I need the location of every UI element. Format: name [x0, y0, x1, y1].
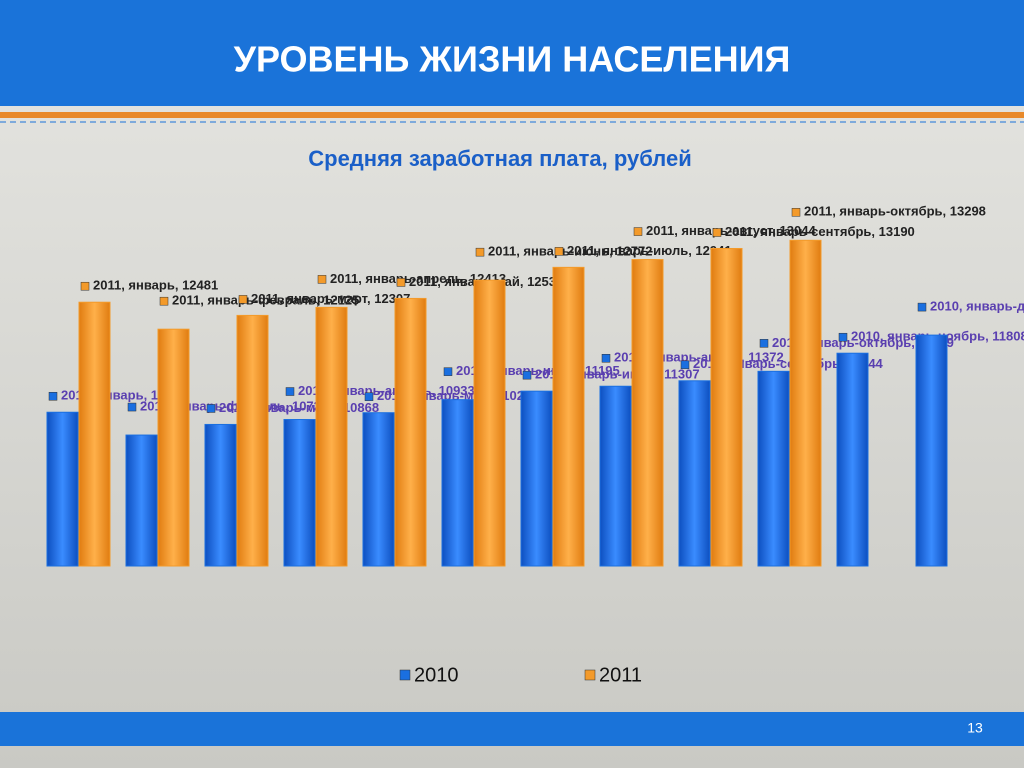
data-label: 2010, январь-декабрь, 12047 [930, 299, 1024, 314]
label-marker [838, 332, 848, 342]
label-marker [680, 360, 690, 370]
label-marker [364, 392, 374, 401]
bar [157, 328, 190, 567]
data-label: 2011, январь-июнь, 12772 [488, 244, 653, 259]
page-number: 13 [967, 720, 983, 736]
label-marker [475, 247, 485, 257]
data-label: 2011, январь-июль, 12941 [567, 243, 732, 258]
bar [599, 385, 632, 567]
bar [362, 412, 395, 567]
bar [678, 380, 711, 567]
bar [283, 419, 316, 567]
bar [552, 266, 585, 567]
legend-marker [399, 669, 411, 681]
header-stripe [0, 112, 1024, 118]
bar [125, 434, 158, 567]
label-marker [238, 295, 248, 304]
bar [631, 259, 664, 567]
label-marker [159, 296, 169, 306]
legend-label: 2010 [414, 664, 459, 686]
data-label: 2011, январь-август, 13044 [646, 223, 816, 238]
footer-band [0, 712, 1024, 746]
bar [710, 247, 743, 567]
data-label: 2011, январь, 12481 [93, 278, 218, 293]
bar [915, 334, 948, 567]
data-label: 2011, январь-октябрь, 13298 [804, 204, 986, 219]
bar [236, 314, 269, 567]
label-marker [601, 354, 611, 363]
legend-marker [584, 669, 596, 681]
label-marker [317, 275, 327, 284]
label-marker [396, 278, 406, 287]
bar [441, 399, 474, 567]
bar [757, 370, 790, 567]
bar [315, 306, 348, 567]
bar [78, 301, 111, 567]
bar [473, 279, 506, 567]
data-label: 2011, январь-сентябрь, 13190 [725, 224, 915, 239]
label-marker [48, 391, 58, 401]
data-label: 2011, январь-февраль, 12125 [172, 293, 359, 308]
label-marker [443, 367, 453, 376]
label-marker [80, 281, 90, 291]
chart-title: Средняя заработная плата, рублей [308, 146, 692, 171]
bar [836, 352, 869, 567]
label-marker [633, 227, 643, 236]
label-marker [554, 247, 564, 256]
slide-title: УРОВЕНЬ ЖИЗНИ НАСЕЛЕНИЯ [234, 39, 791, 80]
data-label: 2011, январь-март, 12307 [251, 291, 410, 306]
label-marker [712, 228, 722, 237]
label-marker [285, 387, 295, 396]
label-marker [917, 302, 927, 312]
legend-label: 2011 [599, 664, 642, 686]
label-marker [206, 404, 216, 413]
label-marker [759, 339, 769, 348]
label-marker [127, 402, 137, 412]
label-marker [522, 370, 532, 380]
bar [789, 239, 822, 567]
bar [394, 297, 427, 567]
bar [46, 411, 79, 567]
bar [520, 390, 553, 567]
header-band [0, 0, 1024, 106]
data-label: 2011, январь-апрель, 12413 [330, 271, 506, 286]
bar [204, 423, 237, 567]
label-marker [791, 208, 801, 217]
